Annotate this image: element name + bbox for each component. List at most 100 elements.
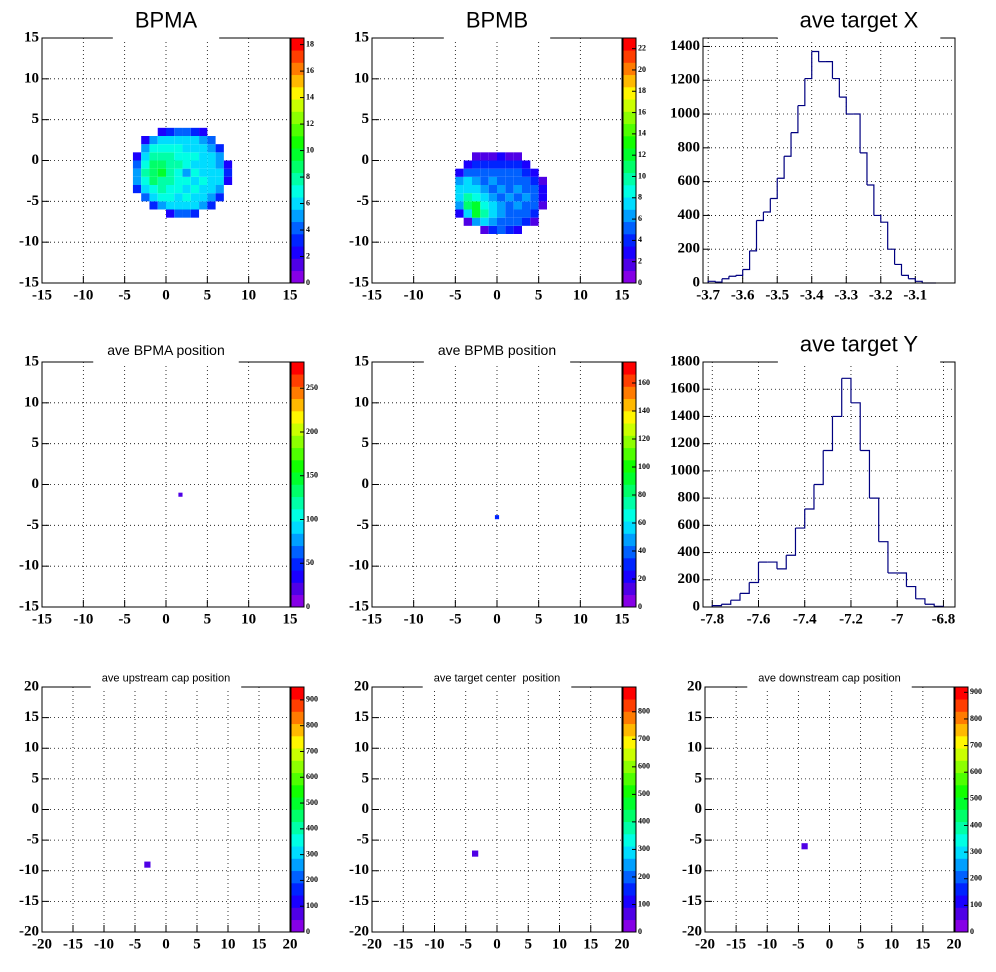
colorbar-band <box>623 521 636 534</box>
colorbar-band <box>623 895 636 908</box>
x-tick-label: -5 <box>118 287 131 303</box>
heat-cell <box>182 160 191 169</box>
chart-title: ave target Y <box>800 331 919 356</box>
heat-cell <box>513 209 522 218</box>
histogram-bin <box>711 604 723 607</box>
colorbar-band <box>623 907 636 921</box>
heat-cell <box>505 168 514 177</box>
heat-cell <box>190 136 200 145</box>
colorbar-band <box>291 472 304 485</box>
heat-cell <box>182 176 191 185</box>
heat-cell <box>166 152 175 161</box>
colorbar-band <box>291 846 304 859</box>
heat-cell <box>166 201 175 210</box>
colorbar-band <box>623 558 636 571</box>
colorbar-band <box>623 772 636 786</box>
heat-cell <box>505 152 514 161</box>
colorbar-tick-label: 10 <box>306 145 314 154</box>
heat-cell <box>141 185 150 194</box>
x-tick-label: -15 <box>63 936 83 952</box>
colorbar-band <box>955 699 968 712</box>
colorbar-band <box>623 472 636 485</box>
colorbar-band <box>291 258 304 272</box>
heat-cell <box>174 144 183 153</box>
heat-cell <box>538 176 547 185</box>
colorbar-band <box>291 423 304 436</box>
heat-cell <box>463 168 472 177</box>
colorbar-tick-label: 100 <box>306 901 318 910</box>
colorbar-tick-label: 100 <box>970 900 982 909</box>
chart-title: ave target X <box>800 7 919 32</box>
colorbar-band <box>291 895 304 908</box>
y-tick-label: 15 <box>354 709 369 725</box>
colorbar-band <box>291 50 304 63</box>
colorbar-band <box>291 411 304 424</box>
colorbar-band <box>291 858 304 872</box>
histogram-bin <box>791 105 799 134</box>
colorbar-band <box>623 246 636 259</box>
heat-cell <box>513 152 522 161</box>
heat-cell <box>166 168 175 177</box>
heat-cell <box>157 185 166 194</box>
colorbar-band <box>623 687 636 700</box>
colorbar-tick-label: 4 <box>638 235 642 244</box>
y-tick-label: 200 <box>678 571 701 587</box>
colorbar-band <box>291 809 304 823</box>
heat-cell <box>190 176 200 185</box>
x-tick-label: 0 <box>493 611 501 627</box>
heat-cell <box>166 193 175 202</box>
y-tick-label: 0 <box>695 801 703 817</box>
histogram-bin <box>878 541 889 573</box>
heat-cell <box>199 144 208 153</box>
heat-cell <box>157 193 166 202</box>
heat-cell <box>505 209 514 218</box>
colorbar-tick-label: 900 <box>306 695 318 704</box>
heat-cell <box>463 217 472 226</box>
colorbar-band <box>291 460 304 473</box>
y-tick-label: 20 <box>687 678 702 694</box>
chart-title: ave upstream cap position <box>102 673 230 685</box>
heat-cell <box>157 176 166 185</box>
histogram-bin <box>832 77 840 98</box>
histogram-bin <box>873 214 882 223</box>
colorbar-band <box>291 699 304 712</box>
colorbar-tick-label: 300 <box>970 847 982 856</box>
y-tick-label: -10 <box>19 234 39 250</box>
x-tick-label: -3.7 <box>696 287 720 303</box>
x-tick-label: 15 <box>283 287 298 303</box>
colorbar-band <box>955 797 968 810</box>
colorbar-band <box>291 834 304 847</box>
x-tick-label: 5 <box>857 936 865 952</box>
y-tick-label: -15 <box>19 598 39 614</box>
heat-cell <box>522 217 531 226</box>
x-tick-label: 5 <box>535 611 543 627</box>
y-tick-label: 1800 <box>670 353 700 369</box>
colorbar-band <box>623 509 636 522</box>
heat-cell <box>497 152 506 161</box>
histogram-bin <box>721 600 732 605</box>
y-tick-label: 0 <box>693 598 701 614</box>
colorbar-band <box>623 221 636 235</box>
x-tick-label: 0 <box>162 287 170 303</box>
heat-cell <box>149 201 158 210</box>
x-tick-label: -10 <box>73 287 93 303</box>
heat-cell <box>199 201 208 210</box>
heat-cell <box>480 160 489 169</box>
colorbar-tick-label: 160 <box>638 378 650 387</box>
colorbar-tick-label: 700 <box>638 734 650 743</box>
heat-cell <box>522 209 531 218</box>
heat-cell <box>455 168 464 177</box>
heat-cell <box>513 225 522 234</box>
colorbar-band <box>623 858 636 872</box>
y-tick-label: 0 <box>32 801 40 817</box>
x-tick-label: -15 <box>362 611 382 627</box>
x-tick-label: -20 <box>362 936 382 952</box>
colorbar-band <box>623 545 636 559</box>
colorbar-band <box>291 99 304 112</box>
y-tick-label: 0 <box>693 274 701 290</box>
heat-cell <box>215 152 224 161</box>
x-tick-label: 10 <box>573 287 588 303</box>
colorbar-band <box>955 858 968 872</box>
heat-cell <box>207 168 216 177</box>
heat-cell <box>178 492 183 497</box>
